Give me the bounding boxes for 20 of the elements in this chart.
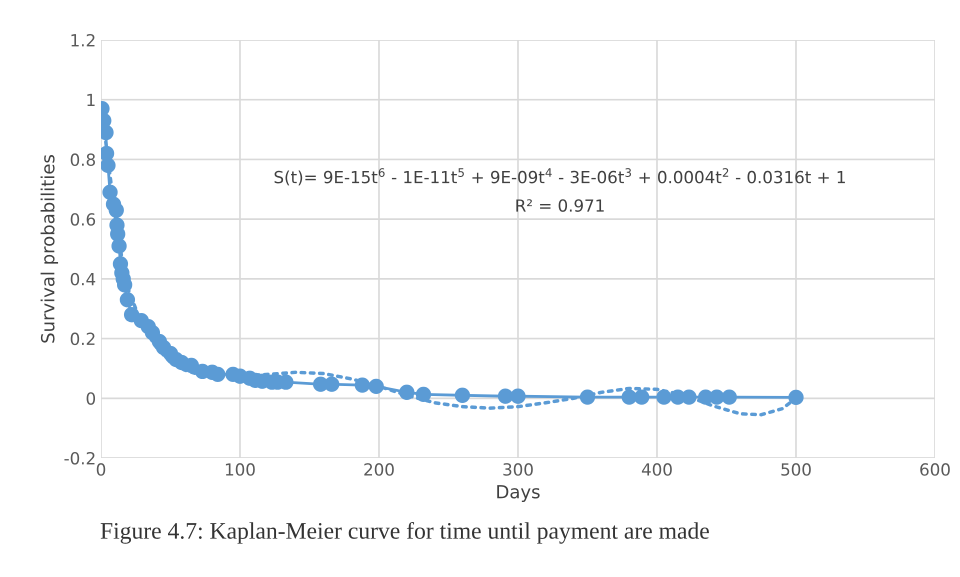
y-axis-title: Survival probabilities: [40, 155, 58, 343]
x-tick-label: 100: [226, 463, 255, 476]
annotation: R² = 0.971: [516, 199, 604, 212]
y-tick-label: 0.8: [70, 153, 95, 166]
x-tick-label: 400: [642, 463, 672, 476]
text: S(t)= 9E-15t$^{6}$ - 1E-11t$^{5}$ + 9E-09t$^{4}$ - 3E-06t$^{3}$ + 0.0004t$^{2}$ - 0.0316t + 1: [274, 168, 845, 186]
y-tick-label: 0.4: [70, 272, 96, 286]
x-tick-label: 500: [781, 463, 811, 476]
x-tick-label: 600: [920, 463, 950, 476]
y-tick-label: 1: [87, 94, 95, 106]
y-tick-label: 1.2: [71, 34, 94, 46]
x-tick-label: 0: [96, 463, 106, 476]
y-tick-label: 0.2: [70, 332, 94, 346]
y-tick-label: 0.6: [70, 213, 96, 226]
caption: Figure 4.7: Kaplan-Meier curve for time until payment are made: [100, 522, 709, 544]
x-tick-label: 300: [503, 463, 533, 476]
y-tick-label: -0.2: [64, 452, 94, 465]
y-tick-label: 0: [86, 392, 96, 405]
x-tick-label: 200: [364, 463, 394, 476]
x-axis-title: Days: [497, 485, 540, 502]
